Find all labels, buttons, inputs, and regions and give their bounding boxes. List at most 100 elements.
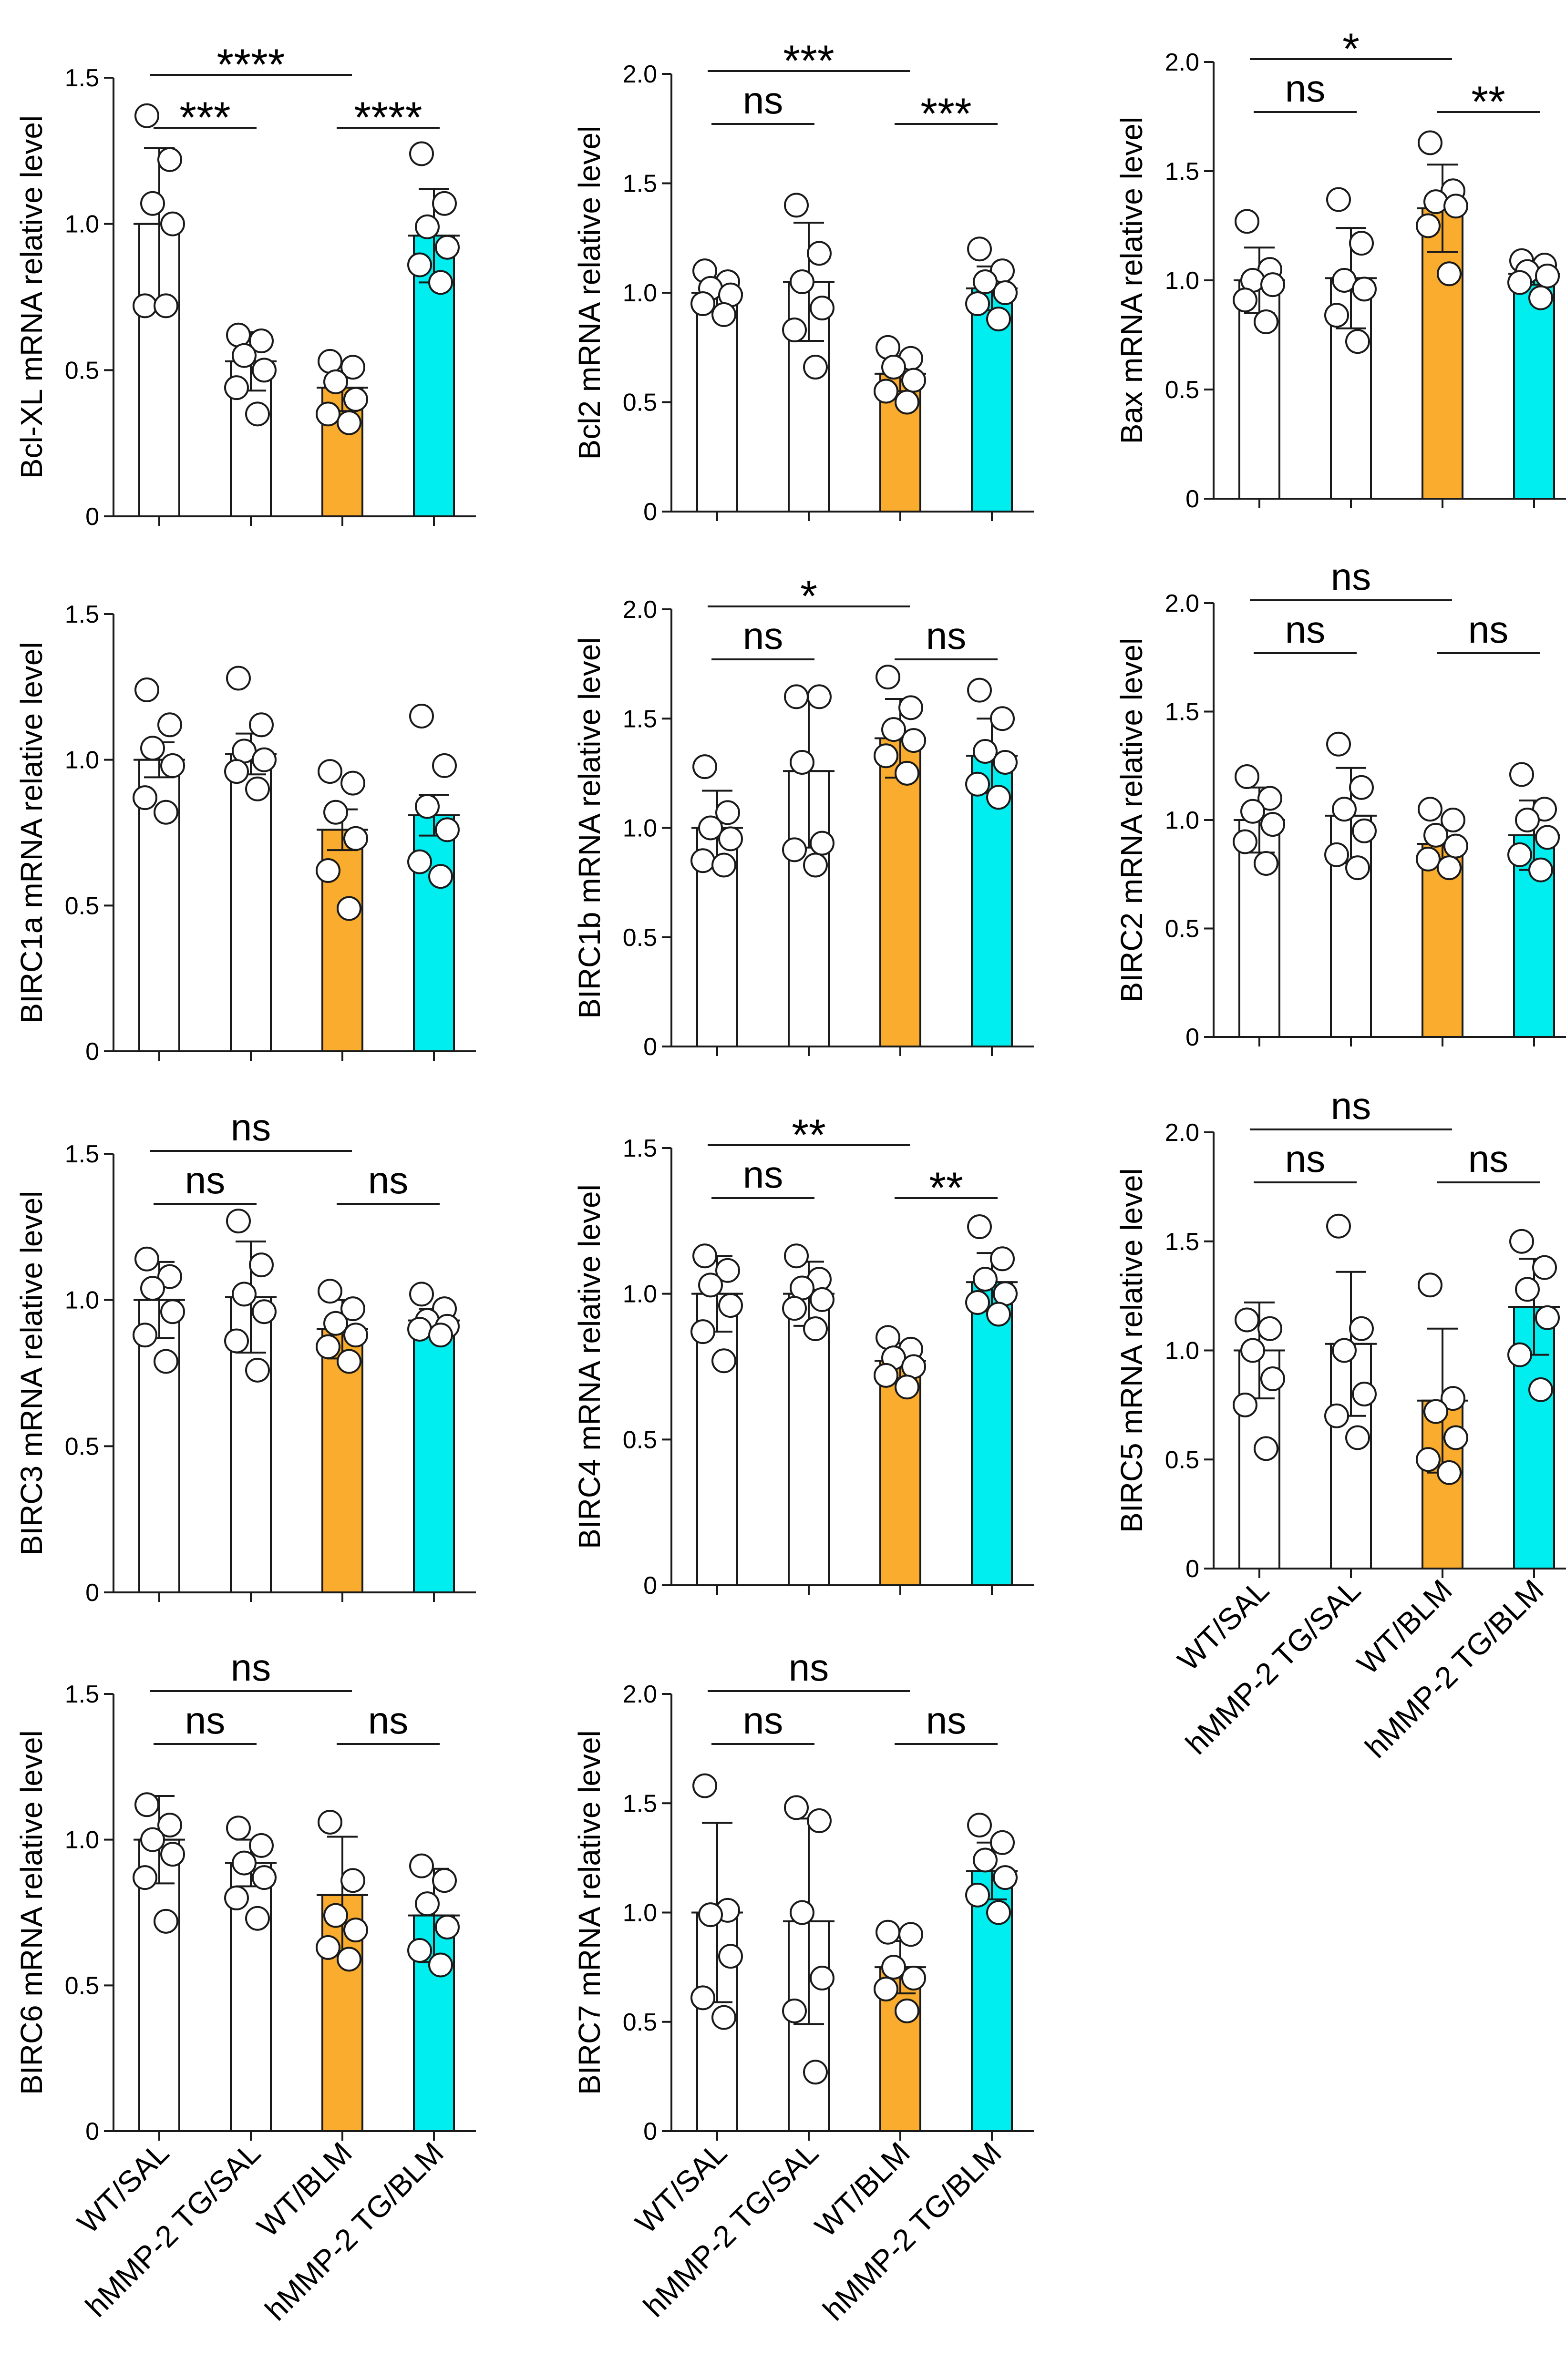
y-tick-label: 1.5 [65, 1681, 99, 1708]
y-tick-label: 0.5 [623, 1426, 657, 1454]
data-point [965, 1290, 990, 1315]
data-point [1345, 855, 1370, 881]
data-point [1418, 797, 1442, 822]
y-tick-label: 0 [85, 503, 99, 531]
y-tick-label: 0 [85, 1038, 99, 1066]
data-point [1443, 833, 1468, 859]
y-tick-label: 0.5 [65, 892, 99, 920]
data-point [133, 293, 157, 318]
data-point [252, 1299, 277, 1324]
data-point [807, 684, 832, 709]
data-point [1332, 797, 1357, 822]
y-axis-title: BIRC6 mRNA relative level [14, 1730, 49, 2095]
data-point [1235, 1307, 1259, 1333]
data-point [343, 1918, 368, 1943]
data-point [232, 343, 257, 368]
x-category-label: hMMP-2 TG/SAL [1179, 1573, 1367, 1761]
data-point [715, 800, 740, 825]
data-point [1423, 822, 1448, 848]
data-point [245, 1357, 270, 1383]
data-point [154, 800, 178, 825]
data-point [432, 753, 457, 778]
data-point [154, 293, 178, 318]
data-point [874, 1976, 898, 2001]
data-point [340, 355, 365, 380]
data-point [1437, 1460, 1462, 1485]
bar-4 [971, 1281, 1013, 1587]
significance-label: ns [1285, 67, 1326, 110]
significance-label: ns [743, 79, 783, 122]
data-point [1349, 231, 1374, 256]
data-point [245, 1906, 270, 1931]
data-point [337, 1947, 361, 1972]
data-point [1349, 775, 1374, 800]
data-point [232, 1850, 257, 1876]
data-point [986, 785, 1011, 810]
data-point [881, 355, 906, 380]
data-point [1437, 261, 1462, 287]
data-point [1260, 272, 1285, 298]
data-point [901, 1966, 926, 1991]
data-point [245, 401, 270, 427]
data-point [1515, 808, 1540, 832]
bar-3 [879, 737, 921, 1047]
data-point [784, 1243, 809, 1269]
data-point [881, 717, 906, 742]
data-point [134, 1792, 159, 1817]
data-point [898, 695, 923, 720]
data-point [245, 776, 270, 801]
data-point [252, 1865, 277, 1890]
significance-label: ns [743, 1153, 783, 1196]
data-point [337, 410, 361, 435]
significance-label: ns [1468, 1138, 1509, 1180]
data-point [973, 739, 998, 764]
y-tick-label: 2.0 [623, 61, 657, 88]
data-point [1528, 857, 1553, 882]
data-point [337, 1349, 361, 1374]
data-point [1345, 1425, 1370, 1450]
data-point [1235, 209, 1259, 234]
data-point [810, 296, 835, 321]
data-point [316, 401, 340, 427]
data-point [901, 728, 926, 753]
data-point [790, 269, 814, 295]
data-point [790, 749, 814, 775]
y-tick-label: 0.5 [65, 357, 99, 384]
data-point [692, 1773, 717, 1798]
data-point [1443, 1425, 1468, 1450]
data-point [1260, 1366, 1285, 1391]
y-tick-label: 0 [643, 498, 657, 526]
data-point [1441, 1386, 1465, 1411]
y-tick-label: 0.5 [1165, 915, 1199, 943]
data-point [407, 849, 432, 874]
y-tick-label: 1.0 [65, 747, 99, 774]
data-point [1254, 851, 1278, 876]
data-point [1418, 130, 1442, 155]
data-point [803, 852, 828, 878]
data-point [134, 677, 159, 702]
data-point [323, 1903, 348, 1928]
data-point [986, 1900, 1011, 1925]
y-tick-label: 1.0 [65, 1826, 99, 1854]
data-point [1416, 846, 1441, 872]
data-point [1332, 1338, 1357, 1363]
data-point [1441, 808, 1465, 832]
data-point [249, 328, 274, 353]
y-tick-label: 2.0 [623, 1681, 657, 1708]
y-tick-label: 1.0 [1165, 1337, 1199, 1365]
data-point [901, 368, 926, 393]
bar-4 [413, 1319, 455, 1594]
bar-1 [138, 1838, 180, 2133]
data-point [711, 2005, 736, 2030]
data-point [1352, 818, 1377, 843]
data-point [154, 1349, 178, 1374]
data-point [784, 684, 809, 709]
data-point [409, 141, 434, 166]
x-category-label: hMMP-2 TG/SAL [79, 2135, 267, 2324]
data-point [1423, 189, 1448, 215]
data-point [690, 291, 715, 316]
